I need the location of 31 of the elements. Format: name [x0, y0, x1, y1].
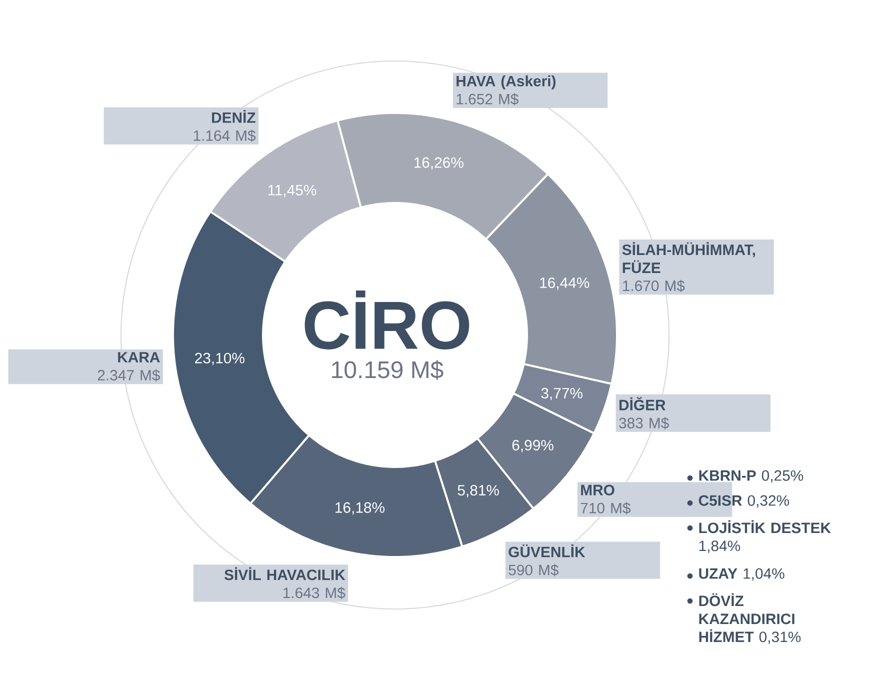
data-label: 6,99% [512, 440, 554, 452]
text: 10.159 M$ [332, 360, 444, 380]
slice-label: DENİZ [212, 110, 256, 123]
text: 383 M$ [619, 417, 669, 430]
slice-label: GÜVENLİK [508, 544, 586, 558]
text: 1.652 M$ [456, 93, 518, 106]
text: LOJİSTİK DESTEK 1,84% [699, 520, 831, 553]
text: 1.164 M$ [194, 130, 256, 142]
data-label: 16,44% [540, 277, 590, 290]
slice-label: DİĞER [620, 397, 666, 410]
text: 710 M$ [580, 502, 631, 514]
text: 1.670 M$ [622, 280, 685, 292]
text: UZAY 1,04% [699, 568, 784, 581]
text: 2.347 M$ [98, 369, 160, 382]
text: DÖVİZ KAZANDIRICI HİZMET 0,31% [699, 593, 801, 644]
slice-label: SİVİL HAVACILIK [224, 567, 346, 580]
data-label: 16,26% [414, 157, 464, 170]
data-label: 11,45% [268, 184, 316, 198]
data-label: 3,77% [541, 388, 582, 400]
text: 1.643 M$ [283, 586, 346, 600]
data-label: 16,18% [336, 502, 384, 515]
data-label: 5,81% [458, 484, 499, 498]
text: CİRO [304, 290, 470, 350]
slice-label: MRO [581, 484, 614, 496]
text: KBRN-P 0,25% [699, 470, 804, 483]
slice-label: SİLAH-MÜHİMMAT, FÜZE [622, 242, 755, 274]
data-label: 23,10% [195, 352, 244, 366]
text: 590 M$ [508, 564, 558, 576]
text: C5ISR 0,32% [698, 495, 790, 508]
slice-label: HAVA (Askeri) [456, 75, 556, 90]
slice-label: KARA [118, 352, 160, 362]
